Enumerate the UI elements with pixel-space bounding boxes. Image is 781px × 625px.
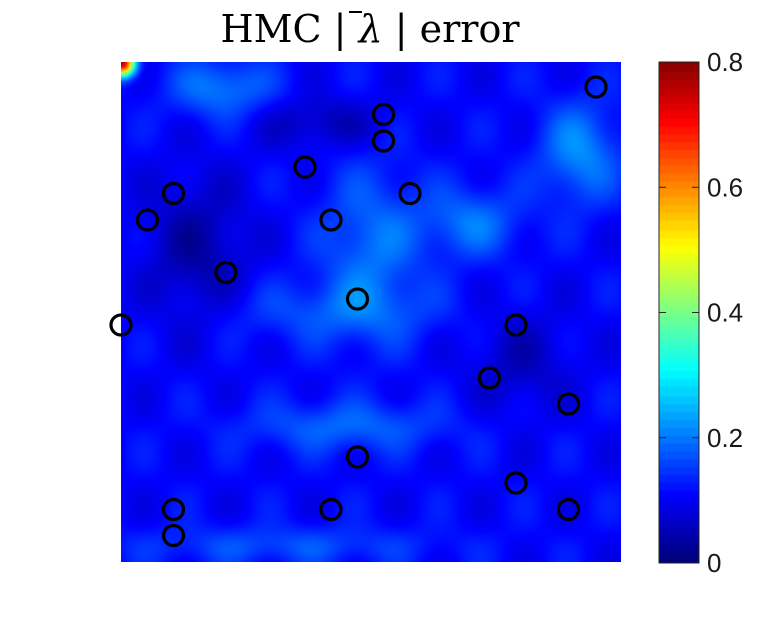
sensor-marker <box>214 260 238 285</box>
colorbar-ticks: 0 0.2 0.4 0.6 0.8 <box>659 47 743 578</box>
lambda-bar-symbol: λ <box>357 7 383 51</box>
colorbar-tick-label: 0.8 <box>707 47 743 77</box>
sensor-marker <box>398 181 422 206</box>
error-field <box>121 62 621 562</box>
sensor-marker <box>371 129 396 153</box>
colorbar-tick-label: 0.4 <box>707 298 743 328</box>
sensor-marker <box>345 287 370 311</box>
sensor-marker <box>135 208 160 232</box>
colorbar-tick-label: 0.6 <box>707 172 743 202</box>
colorbar-tick-label: 0.2 <box>707 423 743 453</box>
sensor-marker <box>319 208 343 232</box>
chart-title: HMC | λ | error <box>220 7 520 51</box>
sensor-marker <box>161 523 186 548</box>
sensor-marker <box>556 497 581 522</box>
colorbar: 0 0.2 0.4 0.6 0.8 <box>658 47 743 578</box>
sensor-marker <box>161 181 186 206</box>
heatmap-plot-area <box>121 62 621 562</box>
sensor-marker <box>371 102 396 127</box>
sensor-marker <box>345 445 370 469</box>
sensor-marker <box>584 75 608 99</box>
sensor-marker <box>556 392 581 416</box>
sensor-marker <box>293 155 317 179</box>
sensor-marker <box>504 471 528 495</box>
sensor-marker <box>161 497 186 522</box>
sensor-marker <box>477 366 502 390</box>
colorbar-tick-label: 0 <box>707 548 721 578</box>
sensor-marker <box>504 313 528 337</box>
sensor-markers <box>109 75 608 548</box>
sensor-marker <box>109 313 133 337</box>
sensor-marker <box>319 497 343 522</box>
